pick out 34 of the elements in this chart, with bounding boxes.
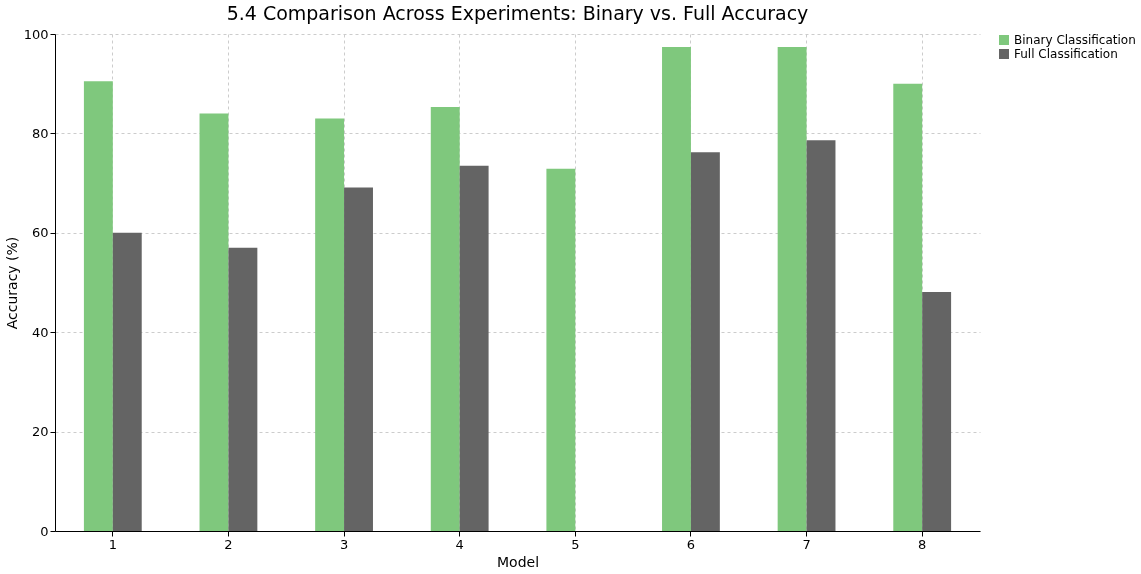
bar — [806, 140, 836, 531]
bar — [690, 152, 720, 531]
legend-label: Full Classification — [1014, 47, 1118, 61]
bar — [459, 165, 489, 531]
bar — [83, 81, 113, 531]
legend-label: Binary Classification — [1014, 33, 1136, 47]
bar — [922, 291, 952, 531]
bar — [344, 187, 373, 531]
y-tick-label: 60 — [31, 225, 49, 241]
chart-title: 5.4 Comparison Across Experiments: Binary vs. Full Accuracy — [226, 2, 809, 24]
x-tick-label: 7 — [802, 536, 811, 552]
bar — [430, 107, 460, 531]
x-tick-label: 3 — [339, 536, 349, 552]
bar — [112, 232, 142, 531]
x-tick-label: 4 — [455, 536, 464, 552]
bar — [662, 46, 691, 531]
y-tick-label: 40 — [31, 324, 49, 340]
y-tick-label: 0 — [40, 523, 49, 539]
bar — [777, 46, 807, 531]
y-tick-label: 80 — [31, 125, 49, 141]
x-tick-label: 1 — [108, 536, 117, 552]
y-tick-label: 100 — [23, 26, 49, 42]
bar — [315, 118, 345, 531]
x-axis-title: Model — [496, 553, 540, 570]
bar — [199, 113, 229, 531]
y-axis-title: Accuracy (%) — [3, 236, 20, 330]
bar — [546, 168, 576, 531]
x-tick-label: 6 — [686, 536, 696, 552]
x-tick-label: 5 — [571, 536, 580, 552]
x-tick-label: 2 — [224, 536, 233, 552]
bar — [228, 247, 258, 531]
y-tick-label: 20 — [31, 424, 49, 440]
bar — [893, 83, 923, 531]
x-tick-label: 8 — [918, 536, 927, 552]
